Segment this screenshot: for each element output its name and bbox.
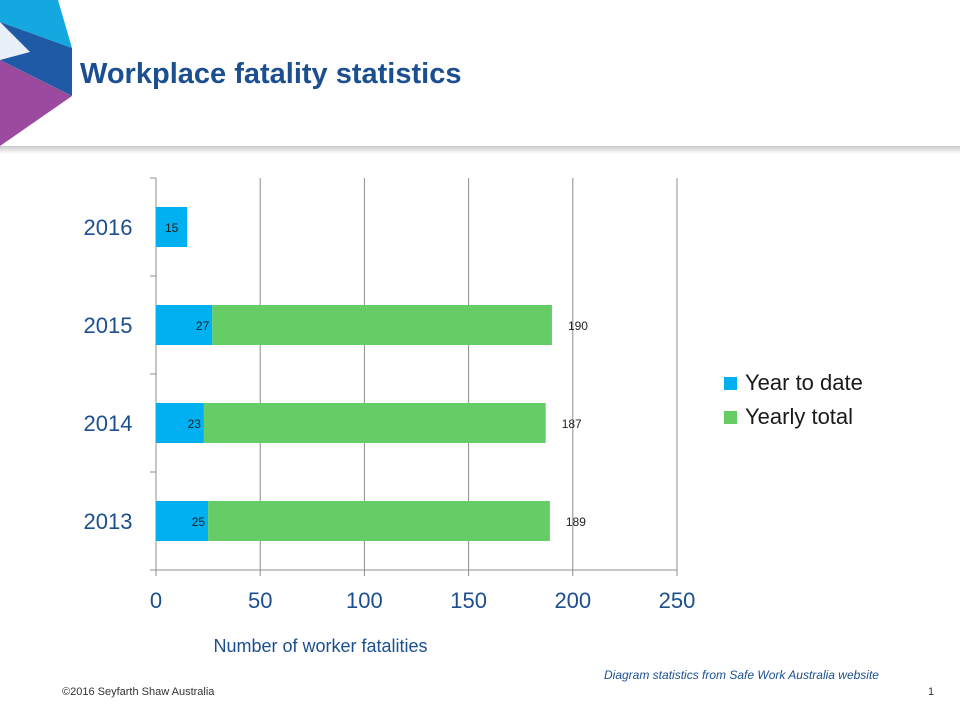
brand-logo-icon: [0, 0, 72, 146]
bar-year-to-date-2015: [156, 305, 213, 345]
legend-item-yearly-total: Yearly total: [724, 400, 863, 434]
copyright-notice: ©2016 Seyfarth Shaw Australia: [62, 686, 215, 698]
x-axis-title: Number of worker fatalities: [213, 636, 427, 656]
data-label-year-to-date-2014: 23: [188, 417, 202, 431]
logo-purple-shape: [0, 60, 72, 146]
legend-swatch-year-to-date: [724, 376, 737, 390]
data-label-year-to-date-2015: 27: [196, 319, 210, 333]
bar-year-to-date-2016: [156, 207, 188, 247]
legend-label-yearly-total: Yearly total: [745, 404, 854, 429]
bar-yearly-total-2014: [203, 403, 546, 443]
bar-yearly-total-2015: [212, 305, 552, 345]
data-label-year-to-date-2016: 15: [165, 221, 179, 235]
y-tick-label-2014: 2014: [84, 411, 133, 436]
x-tick-label-0: 0: [150, 588, 162, 613]
data-label-year-to-date-2013: 25: [192, 515, 206, 529]
x-tick-label-200: 200: [554, 588, 591, 613]
x-tick-label-100: 100: [346, 588, 383, 613]
slide-title: Workplace fatality statistics: [80, 58, 462, 90]
page-number: 1: [928, 686, 935, 698]
y-tick-label-2016: 2016: [84, 215, 133, 240]
x-tick-label-150: 150: [450, 588, 487, 613]
data-label-yearly-total-2013: 189: [566, 515, 586, 529]
x-tick-label-250: 250: [659, 588, 696, 613]
y-tick-label-2015: 2015: [84, 313, 133, 338]
data-label-yearly-total-2015: 190: [568, 319, 588, 333]
bar-year-to-date-2013: [156, 501, 209, 541]
legend-label-year-to-date: Year to date: [745, 370, 863, 395]
slide-header: [0, 0, 960, 146]
header-divider: [0, 146, 960, 154]
chart-legend: Year to date Yearly total: [724, 366, 863, 434]
x-tick-label-50: 50: [248, 588, 272, 613]
legend-swatch-yearly-total: [724, 410, 737, 424]
legend-item-year-to-date: Year to date: [724, 366, 863, 400]
bar-year-to-date-2014: [156, 403, 204, 443]
logo-white-notch: [0, 22, 30, 60]
bar-yearly-total-2013: [208, 501, 550, 541]
y-tick-label-2013: 2013: [84, 509, 133, 534]
data-label-yearly-total-2014: 187: [562, 417, 582, 431]
logo-cyan-shape: [0, 0, 72, 48]
source-note: Diagram statistics from Safe Work Austra…: [604, 668, 879, 682]
